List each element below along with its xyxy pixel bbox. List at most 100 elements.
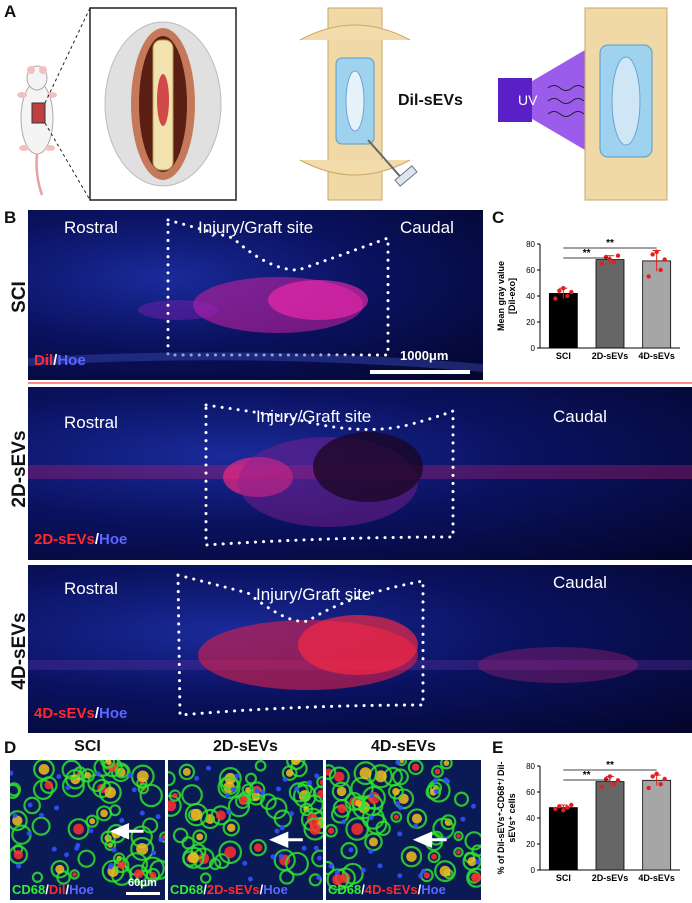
y-axis-label: sEVs⁺ cells — [507, 793, 517, 842]
scale-bar — [370, 370, 470, 374]
data-point — [603, 776, 609, 782]
cell-core — [355, 799, 363, 807]
d-micrograph-4d-sevs: CD68/4D-sEVs/Hoe — [326, 760, 481, 900]
nucleus — [316, 855, 322, 861]
nucleus — [314, 773, 320, 779]
dil-sevs-label: Dil-sEVs — [398, 92, 463, 109]
nucleus — [395, 801, 401, 807]
data-point — [565, 293, 570, 299]
cell-ring — [222, 819, 240, 837]
cell-ring — [425, 784, 442, 800]
significance-label: ** — [606, 760, 614, 771]
cell-core — [392, 787, 400, 796]
caudal-label: Caudal — [553, 407, 607, 426]
cell-ring — [102, 760, 123, 778]
cell-core — [456, 850, 461, 855]
cell-ring — [248, 781, 266, 798]
nucleus — [56, 774, 62, 780]
nucleus — [27, 802, 33, 808]
data-point — [557, 288, 562, 293]
data-point — [654, 249, 659, 254]
bar — [642, 260, 672, 349]
nucleus — [294, 786, 300, 792]
nucleus — [234, 773, 240, 779]
scale-bar-label: 60μm — [128, 877, 157, 889]
nucleus — [206, 765, 212, 771]
nucleus — [398, 805, 404, 811]
nucleus — [377, 863, 383, 869]
cell-ring — [159, 831, 165, 843]
nucleus — [254, 788, 260, 794]
panel-letter-e: E — [492, 738, 504, 757]
cell-ring — [192, 829, 208, 845]
arrow — [268, 831, 303, 849]
nucleus — [155, 814, 161, 820]
cell-core — [44, 780, 54, 790]
uv-label: UV — [518, 92, 538, 108]
cell-core — [13, 849, 24, 860]
data-point — [599, 261, 605, 266]
cell-core — [423, 872, 431, 879]
cell-core — [190, 808, 203, 821]
cell-core — [224, 846, 237, 859]
data-point — [615, 253, 621, 258]
scale-bar-label: 1000μm — [400, 348, 449, 363]
data-point — [569, 802, 574, 808]
cell-ring — [141, 856, 165, 881]
cell-core — [471, 872, 481, 883]
nucleus — [282, 776, 288, 782]
d-title-4d-sevs: 4D-sEVs — [371, 738, 436, 755]
cell-ring — [326, 823, 338, 838]
cell-ring — [265, 797, 288, 820]
cell-core — [187, 852, 199, 864]
data-point — [553, 806, 558, 812]
rostral-label: Rostral — [64, 579, 118, 598]
nucleus — [158, 837, 164, 843]
cell-ring — [361, 785, 386, 810]
caudal-label: Caudal — [553, 573, 607, 592]
cell-core — [239, 797, 247, 805]
cell-ring — [259, 793, 277, 811]
d-micrograph-sci: CD68/Dil/Hoe 60μm — [10, 760, 165, 900]
data-point — [565, 805, 570, 810]
cell-core — [104, 786, 116, 799]
nucleus — [95, 771, 101, 777]
cell-core — [309, 823, 321, 835]
data-point — [561, 808, 566, 813]
cell-ring — [281, 765, 298, 781]
cell-ring — [218, 767, 242, 790]
d-micrograph-2d-sevs: CD68/2D-sEVs/Hoe — [168, 760, 323, 900]
cell-ring — [340, 842, 358, 860]
cell-ring — [453, 830, 464, 842]
cell-ring — [390, 811, 403, 823]
nucleus — [12, 812, 18, 818]
cell-ring — [113, 857, 130, 874]
nucleus — [74, 845, 80, 851]
x-tick-label: SCI — [556, 351, 571, 361]
panel-letter-c: C — [492, 208, 505, 227]
cell-ring — [168, 770, 176, 787]
y-tick-label: 20 — [526, 318, 535, 327]
nucleus — [341, 819, 347, 825]
y-tick-label: 60 — [526, 788, 535, 797]
chart-e: 0 20 40 60 80 % of Dil-sEVs⁺-CD68⁺/ Dil-sEVs⁺… — [496, 760, 680, 883]
cell-ring — [434, 860, 457, 883]
cell-core — [133, 869, 144, 879]
cell-ring — [326, 860, 335, 876]
cell-core — [434, 768, 441, 775]
cell-core — [72, 872, 77, 877]
cell-ring — [67, 818, 90, 840]
nucleus — [413, 823, 419, 829]
cell-ring — [184, 802, 209, 827]
cell-ring — [392, 768, 409, 786]
spine-injection-illustration — [299, 7, 418, 201]
cell-ring — [50, 859, 70, 879]
cell-ring — [31, 871, 44, 884]
panel-letter-b: B — [4, 208, 17, 227]
cell-ring — [431, 765, 444, 778]
x-tick-label: 4D-sEVs — [638, 351, 675, 361]
nucleus — [131, 787, 137, 793]
cell-core — [38, 763, 50, 775]
cell-ring — [220, 776, 240, 796]
cell-ring — [10, 782, 22, 797]
